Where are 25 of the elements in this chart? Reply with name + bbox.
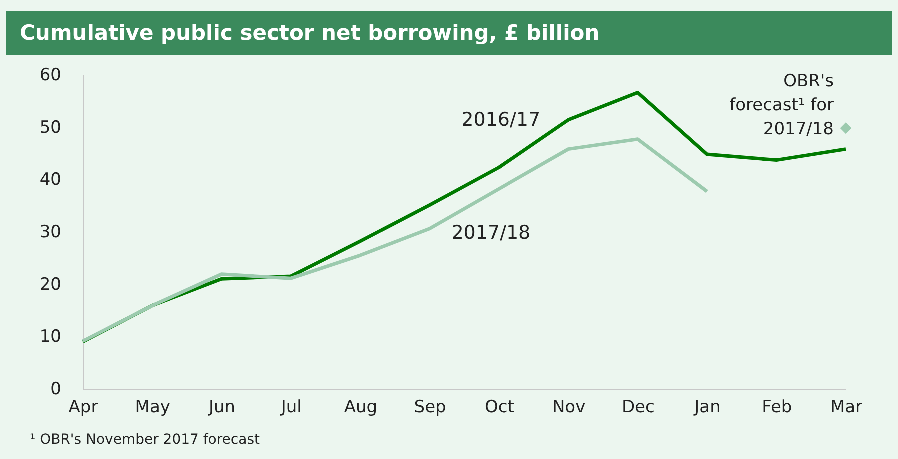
text: ¹ OBR's November 2017 forecast [30, 432, 260, 448]
x-tick-label: Jan [694, 398, 721, 418]
y-tick-label: 0 [50, 380, 62, 400]
annotation: OBR's forecast¹ for 2017/18 [730, 71, 834, 140]
y-tick-label: 60 [40, 66, 62, 86]
x-tick-label: Mar [830, 398, 863, 418]
x-tick-label: Dec [622, 398, 655, 418]
y-tick-label: 20 [40, 274, 62, 295]
x-tick-label: May [135, 398, 170, 418]
x-tick-label: Aug [344, 398, 378, 418]
x-tick-label: Nov [552, 398, 586, 418]
y-tick-label: 50 [40, 118, 62, 138]
chart-title: Cumulative public sector net borrowing, £ billion [6, 11, 892, 55]
x-tick-label: Feb [762, 398, 792, 418]
line-series [81, 138, 710, 344]
series-label: 2017/18 [452, 222, 531, 244]
x-tick-label: Jun [208, 398, 236, 418]
y-tick-label: 30 [40, 222, 62, 242]
y-tick-label: 40 [40, 170, 62, 190]
x-tick-label: Sep [414, 398, 446, 418]
series-label: 2016/17 [462, 109, 541, 132]
y-tick-label: 10 [40, 327, 62, 348]
x-tick-label: Oct [484, 398, 515, 418]
x-tick-label: Apr [68, 398, 98, 418]
x-tick-label: Jul [280, 398, 302, 418]
